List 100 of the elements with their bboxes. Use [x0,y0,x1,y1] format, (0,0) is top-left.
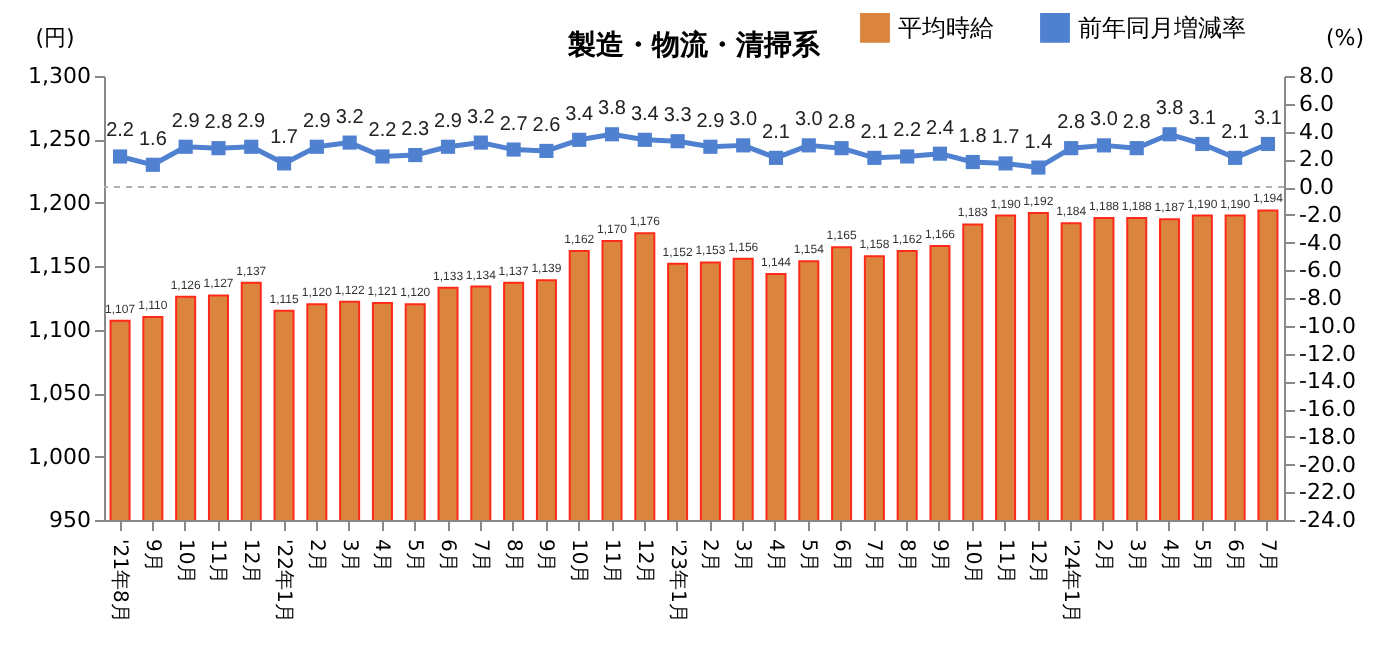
x-tick-label: 11月 [206,539,229,585]
chart-title: 製造・物流・清掃系 [566,28,822,62]
point [1195,136,1210,152]
point [211,141,226,156]
y2-tick-label: 2.0 [1299,146,1334,173]
y2-tick-label: 0.0 [1299,174,1334,200]
point [1260,136,1275,152]
point [1228,150,1243,165]
data-label: 2.4 [926,117,955,140]
x-tick-label: 8月 [895,539,918,572]
y-tick-label: 950 [49,507,91,533]
y2-tick-label: -4.0 [1299,229,1342,256]
point [932,146,948,161]
data-label: 2.9 [171,110,201,133]
point [768,150,784,165]
point [113,149,128,164]
data-label: 3.0 [1090,109,1119,132]
x-tick-label: 11月 [993,539,1016,585]
y2-tick-label: -16.0 [1299,396,1356,422]
y-tick-label: 1,000 [28,443,91,470]
x-tick-label: 12月 [632,539,655,585]
point [1064,141,1079,156]
x-tick-label: 9月 [927,539,950,572]
data-label: 2.2 [106,120,135,143]
x-tick-label: 6月 [829,539,852,572]
x-tick-label: 8月 [501,539,524,572]
data-label: 3.4 [630,103,660,126]
point [1162,127,1177,142]
point [178,139,193,154]
point [342,135,357,150]
data-label: 1.8 [958,126,988,149]
x-tick-label: 7月 [862,539,885,572]
y2-tick-label: -12.0 [1299,340,1356,367]
x-tick-label: 4月 [370,539,393,572]
x-tick-label: 7月 [468,539,491,572]
point [867,150,882,165]
data-label: 2.9 [696,110,726,133]
x-tick-label: 5月 [796,539,819,572]
y2-tick-label: -24.0 [1299,507,1356,533]
x-tick-label: 7月 [1255,539,1278,572]
point [965,154,980,170]
data-label: 1.6 [138,128,168,151]
data-label: 2.9 [434,110,463,133]
data-label: 2.7 [499,113,529,136]
y2-tick-label: 4.0 [1299,118,1334,145]
point [637,132,652,147]
point [998,156,1013,171]
data-label: 3.2 [335,106,365,129]
point [473,135,488,150]
data-label: 3.1 [1254,107,1283,130]
x-tick-label: 5月 [403,539,426,572]
point [834,141,849,156]
data-label: 1.7 [270,127,299,150]
y-tick-label: 1,250 [28,126,91,153]
y-axis-title: (円) [35,25,75,51]
point [1031,160,1046,175]
x-tick-label: 3月 [1124,539,1147,572]
y-tick-label: 1,150 [28,253,91,280]
x-tick-label: 2月 [1091,539,1114,572]
data-label: 3.8 [1155,98,1185,121]
x-tick-label: 12月 [239,539,262,585]
data-label: 2.9 [302,110,332,133]
data-label: 3.2 [466,106,496,129]
point [375,149,390,164]
point [539,143,554,158]
data-label: 2.1 [1221,121,1250,144]
y-tick-label: 1,200 [28,189,91,216]
x-tick-label: 4月 [763,539,786,572]
x-tick-label: '22年1月 [272,539,297,623]
x-tick-label: 6月 [1223,539,1246,572]
x-tick-label: 6月 [436,539,459,572]
point [703,139,718,154]
x-tick-label: 2月 [698,539,721,572]
y2-tick-label: -6.0 [1299,257,1342,284]
point [604,127,620,142]
data-label: 3.0 [729,109,758,132]
x-tick-label: 10月 [960,539,983,585]
y2-tick-label: -22.0 [1299,479,1356,506]
data-label: 3.3 [663,105,693,128]
x-tick-label: 5月 [1190,539,1213,572]
y2-tick-label: -10.0 [1299,312,1356,339]
x-tick-label: 3月 [337,539,360,572]
point [1096,138,1112,153]
point [900,149,915,164]
data-label: 2.2 [893,120,922,143]
y-tick-label: 1,300 [28,63,91,89]
data-label: 2.8 [1057,112,1086,135]
y-tick-label: 1,100 [28,316,91,343]
data-label: 3.0 [794,109,824,132]
data-label: 3.8 [598,98,627,121]
data-label: 2.8 [827,112,857,135]
y-tick-label: 1,050 [28,380,91,407]
point [801,138,816,153]
legend-label: 平均時給 [898,13,994,42]
x-tick-label: 3月 [731,539,754,572]
data-label: 2.3 [401,119,431,142]
x-tick-label: 9月 [534,539,557,572]
x-tick-label: '23年1月 [665,539,690,623]
x-tick-label: 12月 [1026,539,1049,585]
point [440,139,456,154]
